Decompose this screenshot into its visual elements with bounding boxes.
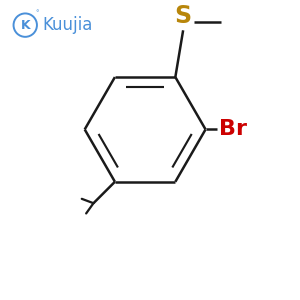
Text: °: °	[35, 11, 39, 16]
Text: K: K	[20, 19, 30, 32]
Text: S: S	[175, 4, 192, 28]
Text: Br: Br	[219, 119, 247, 140]
Text: Kuujia: Kuujia	[43, 16, 93, 34]
